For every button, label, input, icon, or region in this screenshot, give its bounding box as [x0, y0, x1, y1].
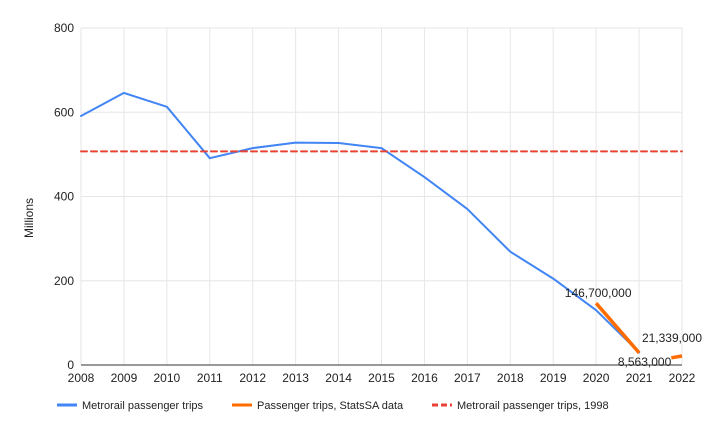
x-tick-label: 2018 [497, 371, 524, 385]
x-tick-label: 2022 [669, 371, 696, 385]
legend-label: Metrorail passenger trips, 1998 [457, 400, 609, 412]
x-tick-label: 2021 [626, 371, 653, 385]
x-tick-label: 2014 [325, 371, 352, 385]
x-tick-label: 2016 [411, 371, 438, 385]
y-tick-label: 200 [54, 274, 74, 288]
x-tick-label: 2020 [583, 371, 610, 385]
x-tick-label: 2008 [68, 371, 95, 385]
legend-label: Metrorail passenger trips [82, 400, 204, 412]
legend-label: Passenger trips, StatsSA data [257, 400, 404, 412]
x-tick-label: 2017 [454, 371, 481, 385]
x-tick-label: 2011 [197, 371, 223, 385]
series-line-2 [594, 302, 641, 354]
data-label: 8,563,000 [618, 355, 672, 369]
data-labels: 146,700,000 8,563,000 21,339,000 [565, 286, 703, 369]
grid [80, 27, 683, 366]
series-line-2 [671, 354, 683, 360]
y-tick-label: 800 [54, 21, 74, 35]
x-tick-label: 2013 [282, 371, 309, 385]
x-tick-label: 2019 [540, 371, 567, 385]
x-tick-label: 2010 [154, 371, 181, 385]
y-axis-title: Millions [22, 198, 36, 238]
axes: 2008 2009 2010 2011 2012 2013 2014 2015 2016 2017… [54, 21, 696, 385]
data-label: 21,339,000 [642, 331, 702, 345]
y-tick-label: 0 [67, 358, 74, 372]
series-line-1 [80, 91, 641, 354]
x-tick-label: 2015 [368, 371, 395, 385]
x-tick-label: 2009 [111, 371, 138, 385]
y-tick-label: 400 [54, 190, 74, 204]
legend: Metrorail passenger trips Passenger trips… [57, 400, 609, 412]
x-tick-label: 2012 [239, 371, 266, 385]
series [80, 91, 683, 360]
y-tick-label: 600 [54, 105, 74, 119]
data-label: 146,700,000 [565, 286, 632, 300]
